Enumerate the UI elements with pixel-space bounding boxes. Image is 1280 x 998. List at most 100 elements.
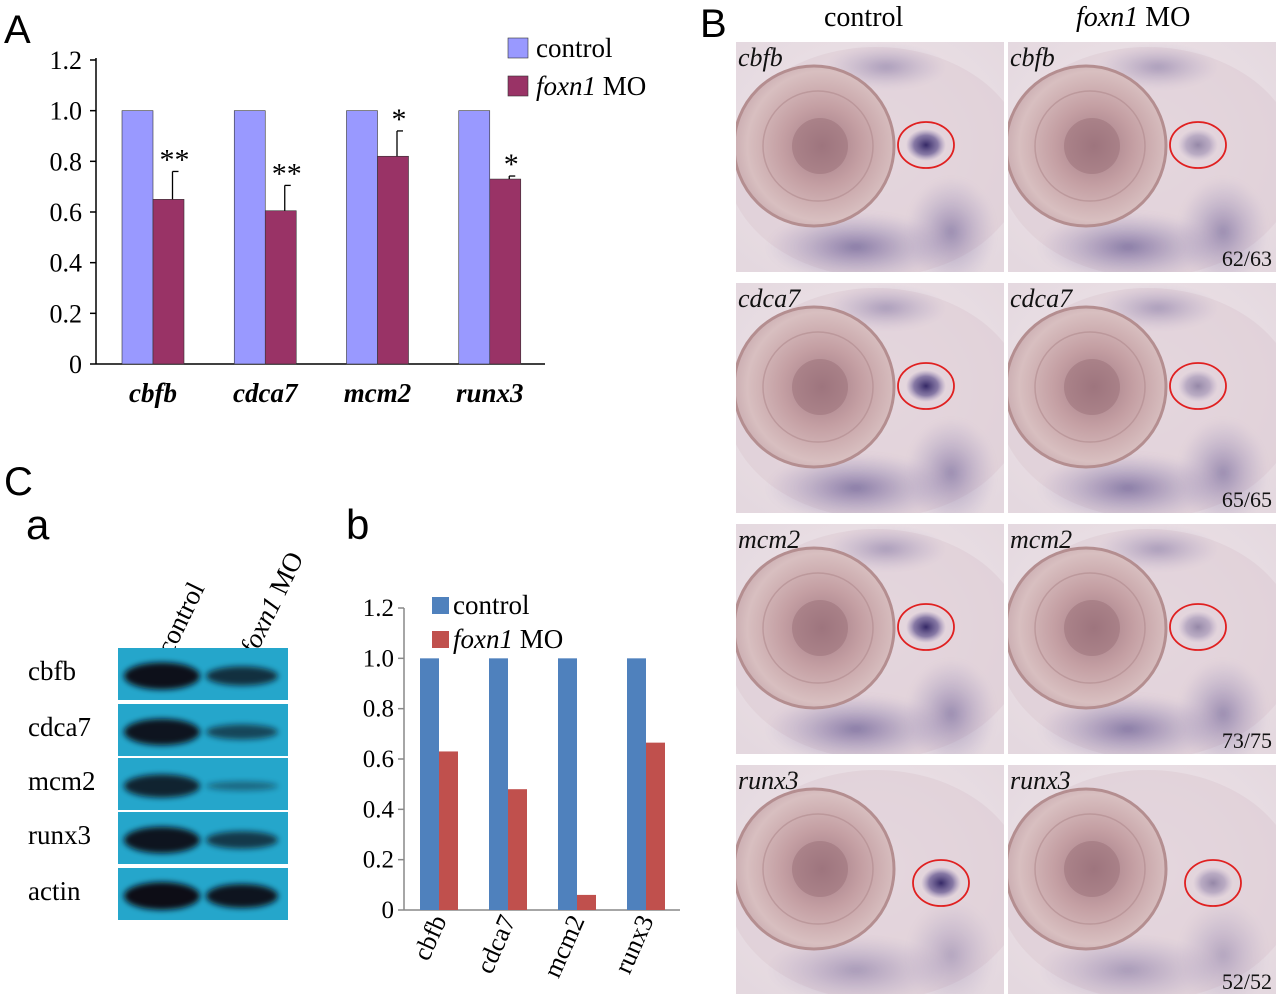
bar-cdca7-mo (508, 789, 527, 910)
legend-swatch-control (507, 37, 529, 59)
x-category-label: runx3 (456, 378, 524, 408)
legend-label-mo: foxn1 MO (453, 624, 563, 654)
ish-thymus-circle (897, 603, 955, 651)
ish-lens (1064, 118, 1120, 174)
bar-mcm2-control (558, 658, 577, 910)
ish-lens (792, 359, 848, 415)
legend-swatch-control (432, 597, 449, 614)
ish-count-label: 52/52 (1222, 969, 1272, 994)
x-category-label: mcm2 (538, 911, 591, 982)
y-tick-label: 1.0 (363, 645, 394, 672)
ish-thymus-stain (921, 867, 961, 899)
ish-gene-label: mcm2 (738, 525, 800, 554)
ish-thymus-circle (1184, 859, 1242, 907)
ish-header-mo-suffix: MO (1138, 2, 1191, 33)
ish-tile-mcm2-mo: mcm2 73/75 (1008, 524, 1276, 754)
chart-a-bars: ** **** (121, 103, 522, 365)
ish-thymus-circle (1169, 121, 1227, 169)
ish-arch-stain (906, 177, 996, 272)
y-tick-label: 0.6 (50, 198, 83, 227)
panel-label-c-b: b (346, 501, 370, 548)
y-tick-label: 1.2 (50, 46, 83, 75)
ish-lens-ring (1034, 90, 1146, 202)
chart-a-axes: 0 0.2 0.4 0.6 0.8 1.0 1.2 cbfb cdca7 mcm2 runx3 (50, 46, 545, 408)
ish-lens (1064, 359, 1120, 415)
legend-swatch-mo (507, 75, 529, 97)
ish-lens (1064, 600, 1120, 656)
ish-thymus-stain (1193, 867, 1233, 899)
chart-c-b-legend: control foxn1 MO (432, 590, 563, 654)
ish-arch-stain (1178, 900, 1268, 994)
ish-count-label: 73/75 (1222, 728, 1272, 753)
ish-image-grid: cbfb cbfb 62/63 cdca7 cdca7 65/65 mcm2 mcm2 73/7… (736, 42, 1276, 994)
blot-row-label: runx3 (28, 820, 91, 850)
ish-gene-label: runx3 (1010, 766, 1071, 795)
ish-gene-label: cdca7 (738, 284, 801, 313)
ish-thymus-circle (897, 362, 955, 410)
ish-thymus-stain (1178, 370, 1218, 402)
legend-swatch-mo (432, 631, 449, 648)
bar-cdca7-control (233, 110, 266, 365)
significance-mark: ** (160, 143, 190, 176)
significance-mark: * (504, 148, 519, 181)
blot-band-mo (206, 884, 278, 908)
ish-arch-stain (906, 418, 996, 513)
panel-label-b-upper: B (700, 2, 727, 46)
legend-label-mo-gene: foxn1 (453, 624, 513, 654)
ish-arch-stain (906, 659, 996, 754)
ish-gene-label: mcm2 (1010, 525, 1072, 554)
blot-lane-mo: foxn1 MO (234, 547, 310, 660)
ish-header-control: control (824, 2, 904, 33)
ish-arch-stain (1178, 418, 1268, 513)
bar-mcm2-mo (577, 894, 596, 910)
panel-label-a-upper: A (4, 8, 31, 52)
ish-arch-stain (906, 900, 996, 994)
y-tick-label: 0.2 (363, 847, 394, 874)
ish-lens-ring (762, 572, 874, 684)
blot-strip-actin (118, 868, 288, 920)
legend-label-mo-gene: foxn1 (536, 71, 596, 101)
ish-thymus-stain (1178, 129, 1218, 161)
chart-c-b-bars (420, 658, 665, 910)
x-category-label: runx3 (608, 911, 659, 978)
ish-lens (792, 600, 848, 656)
ish-thymus-stain (1178, 611, 1218, 643)
y-tick-label: 1.2 (363, 595, 394, 622)
bar-cdca7-control (489, 658, 508, 910)
ish-thymus-circle (912, 859, 970, 907)
bar-mcm2-mo (377, 155, 409, 365)
bar-chart-c-b: 0 0.2 0.4 0.6 0.8 1.0 1.2 cbfb cdca7 mcm2 runx3 co… (363, 590, 680, 982)
bar-cbfb-control (420, 658, 439, 910)
x-category-label: cbfb (129, 378, 177, 408)
legend-label-mo: foxn1 MO (536, 71, 646, 101)
ish-count-label: 62/63 (1222, 246, 1272, 271)
ish-thymus-stain (906, 611, 946, 643)
ish-lens-ring (1034, 572, 1146, 684)
blot-row-label: mcm2 (28, 766, 96, 796)
ish-tile-cbfb-control: cbfb (736, 42, 1004, 272)
bar-cbfb-mo (439, 751, 458, 910)
panel-label-c-a: a (26, 501, 50, 548)
bar-cbfb-mo (152, 199, 185, 365)
significance-mark: ** (272, 157, 302, 190)
ish-lens-ring (762, 331, 874, 443)
bar-cbfb-control (121, 110, 154, 365)
blot-strip-runx3 (118, 812, 288, 864)
ish-tile-cbfb-mo: cbfb 62/63 (1008, 42, 1276, 272)
ish-header-mo-gene: foxn1 (1076, 2, 1139, 33)
x-category-label: cdca7 (470, 911, 521, 978)
x-category-label: cdca7 (233, 378, 299, 408)
y-tick-label: 1.0 (50, 97, 83, 126)
blot-row-label: cbfb (28, 656, 76, 686)
ish-thymus-circle (1169, 362, 1227, 410)
ish-lens (792, 841, 848, 897)
ish-lens-ring (1034, 331, 1146, 443)
blot-lane-labels: control foxn1 MO (120, 522, 309, 659)
ish-arch-stain (1178, 659, 1268, 754)
blot-band-mo (206, 831, 278, 849)
y-tick-label: 0.2 (50, 299, 83, 328)
significance-mark: * (392, 103, 407, 136)
bar-cdca7-mo (264, 210, 297, 365)
ish-thymus-stain (906, 370, 946, 402)
ish-lens (1064, 841, 1120, 897)
